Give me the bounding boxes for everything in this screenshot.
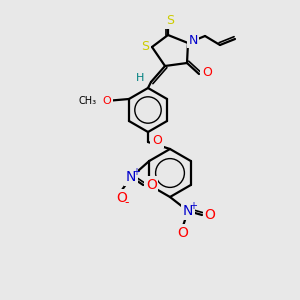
Text: O: O (205, 208, 215, 222)
Text: S: S (166, 14, 174, 28)
Text: +: + (189, 201, 197, 211)
Text: -: - (124, 196, 128, 209)
Text: O: O (202, 67, 212, 80)
Text: N: N (183, 204, 193, 218)
Text: N: N (188, 34, 198, 46)
Text: CH₃: CH₃ (79, 96, 97, 106)
Text: N: N (126, 170, 136, 184)
Text: O: O (178, 226, 188, 240)
Text: O: O (116, 191, 127, 205)
Text: O: O (146, 178, 157, 192)
Text: O: O (152, 134, 162, 146)
Text: +: + (132, 167, 140, 177)
Text: H: H (136, 73, 144, 83)
Text: O: O (103, 96, 111, 106)
Text: S: S (141, 40, 149, 52)
